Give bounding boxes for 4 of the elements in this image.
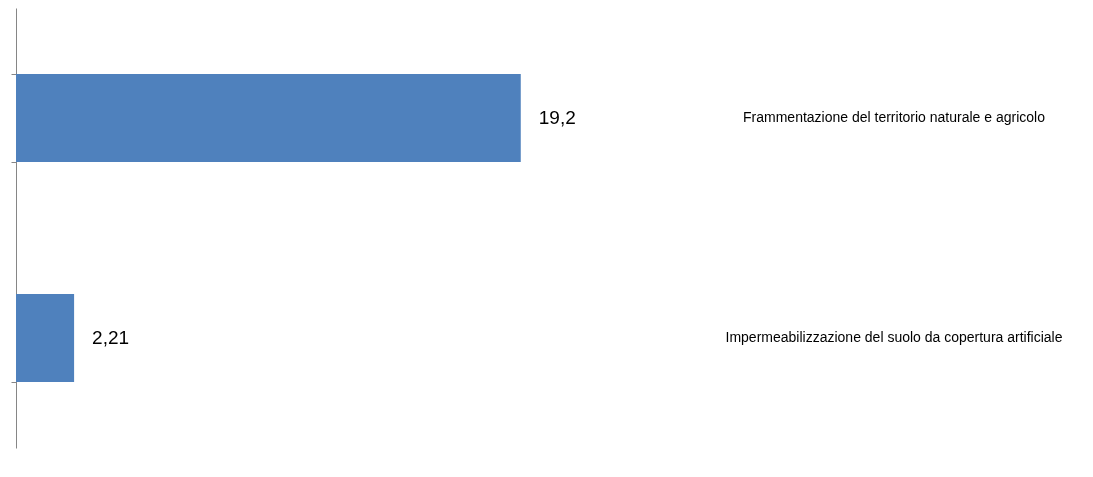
data-label: 19,2 (538, 107, 576, 128)
data-label: 2,21 (92, 327, 130, 348)
y-tick-label: Impermeabilizzazione del suolo da copertura artificiale (725, 329, 1063, 345)
y-tick-label: Frammentazione del territorio naturale e agricolo (743, 109, 1046, 125)
